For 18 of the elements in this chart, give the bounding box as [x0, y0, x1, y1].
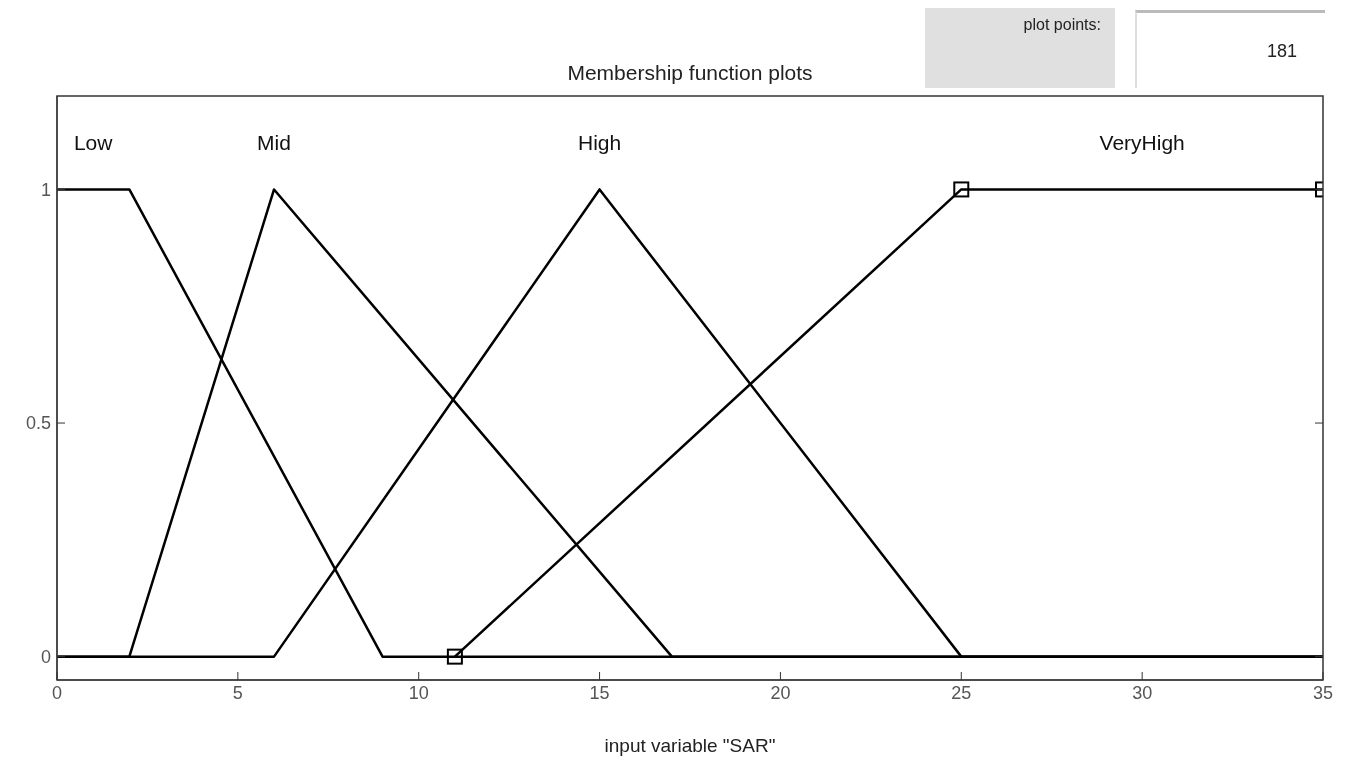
- plot-points-panel: plot points:: [925, 8, 1115, 88]
- x-tick-label: 35: [1312, 682, 1334, 703]
- x-tick-label: 15: [589, 682, 610, 703]
- series-label: VeryHigh: [1099, 130, 1185, 154]
- x-tick-label: 20: [770, 682, 791, 703]
- y-tick-label: 1: [40, 179, 51, 200]
- input-field: 181: [1135, 10, 1325, 88]
- y-tick-label: 0.5: [25, 413, 51, 434]
- y-tick-label: 0: [40, 647, 51, 668]
- x-tick-label: 5: [232, 682, 243, 703]
- x-tick-label: 10: [408, 682, 429, 703]
- x-tick-label: 30: [1132, 682, 1153, 703]
- chart-title: Membership function plots: [567, 61, 813, 84]
- series-label: High: [577, 130, 622, 154]
- series-label: Low: [73, 130, 114, 154]
- series-label: Mid: [257, 130, 291, 154]
- x-axis-title: input variable "SAR": [604, 735, 776, 756]
- x-tick-label: 25: [951, 682, 972, 703]
